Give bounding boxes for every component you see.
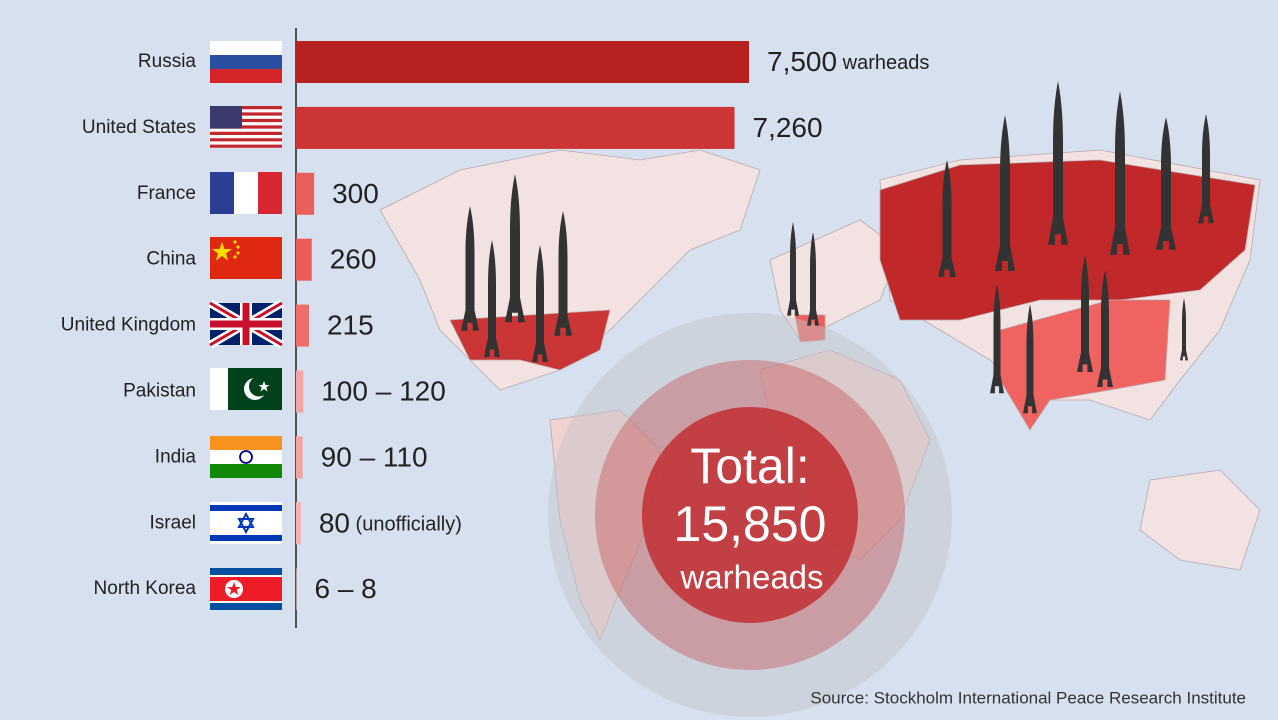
- category-label: United States: [82, 117, 196, 138]
- value-label: 6 – 8: [314, 574, 376, 605]
- value-label: 80: [319, 508, 350, 539]
- source: Source: Stockholm International Peace Re…: [810, 688, 1246, 707]
- value-label-group: 6 – 8: [314, 574, 376, 605]
- value-label: 260: [330, 244, 377, 275]
- category-label: Israel: [150, 512, 196, 533]
- value-label: 300: [332, 178, 379, 209]
- flags: [207, 41, 285, 610]
- bar: [296, 502, 301, 545]
- category-label: Pakistan: [123, 381, 196, 402]
- value-label-group: 260: [330, 244, 377, 275]
- bar: [296, 370, 304, 413]
- value-label-group: 90 – 110: [321, 442, 428, 473]
- category-label: United Kingdom: [61, 315, 196, 336]
- value-label-group: 7,500 warheads: [767, 46, 929, 77]
- value-label-group: 7,260: [753, 112, 823, 143]
- bar: [296, 436, 303, 479]
- value-label-group: 300: [332, 178, 379, 209]
- bar: [296, 304, 309, 347]
- category-label: North Korea: [94, 578, 197, 599]
- total-value: 15,850: [674, 496, 827, 552]
- value-label: 7,260: [753, 112, 823, 143]
- category-label: India: [155, 446, 197, 467]
- total-label: Total:: [690, 438, 810, 494]
- bar: [296, 41, 749, 83]
- value-note: (unofficially): [356, 514, 462, 536]
- total-circles: [548, 313, 952, 717]
- category-label: France: [137, 183, 196, 204]
- value-note: warheads: [842, 52, 930, 74]
- bar: [296, 172, 315, 215]
- value-label: 90 – 110: [321, 442, 428, 473]
- bar: [296, 106, 735, 149]
- bar: [296, 238, 312, 281]
- value-label-group: 80 (unofficially): [319, 508, 462, 539]
- value-label: 100 – 120: [321, 376, 446, 407]
- value-label: 7,500: [767, 46, 837, 77]
- category-label: Russia: [138, 51, 197, 72]
- value-label-group: 100 – 120: [321, 376, 446, 407]
- total-unit: warheads: [679, 559, 823, 596]
- value-label-group: 215: [327, 310, 374, 341]
- category-label: China: [146, 249, 196, 270]
- value-label: 215: [327, 310, 374, 341]
